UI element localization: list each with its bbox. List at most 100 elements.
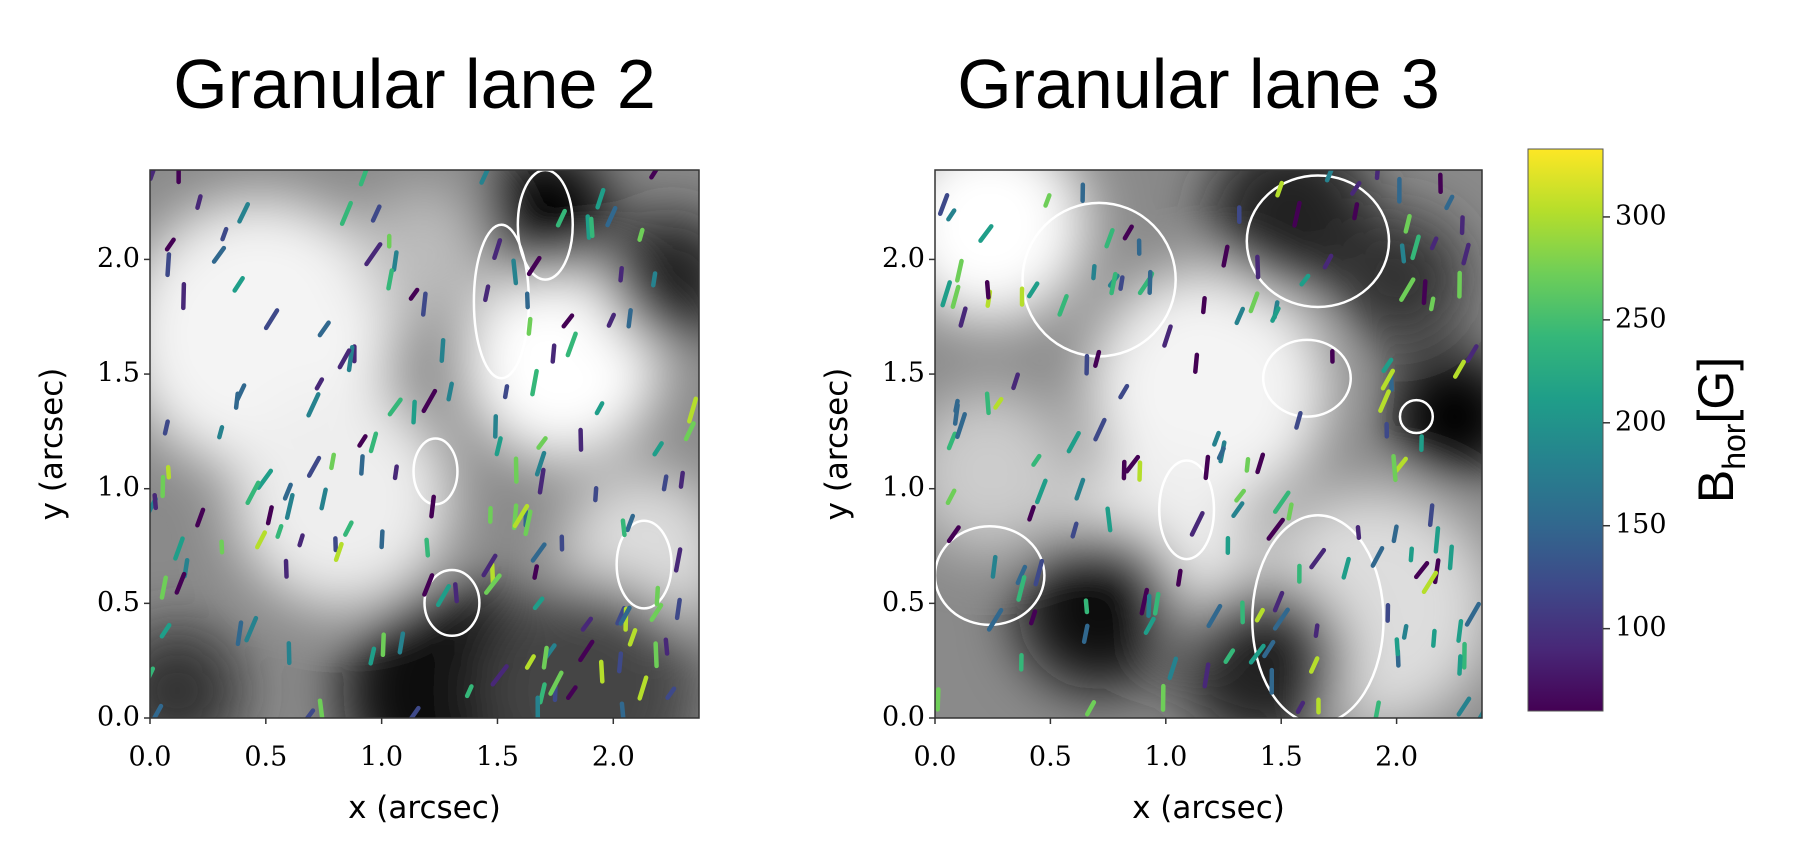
- vector: [553, 346, 554, 362]
- vector: [681, 473, 683, 487]
- vector: [1289, 505, 1292, 519]
- image-blob: [1389, 351, 1520, 482]
- colorbar-tick-label: 100: [1615, 612, 1667, 643]
- vector: [535, 566, 537, 577]
- vector: [591, 219, 592, 236]
- image-blob: [112, 625, 244, 757]
- vector: [588, 216, 589, 237]
- vector: [165, 422, 168, 434]
- vector: [1402, 246, 1404, 262]
- vector: [1178, 571, 1180, 585]
- chart-title: Granular lane 3: [957, 45, 1440, 123]
- colorbar-label-base: B: [1688, 470, 1744, 503]
- vector: [623, 521, 625, 535]
- vector: [987, 394, 989, 413]
- x-axis-label: x (arcsec): [1132, 790, 1285, 826]
- vector: [529, 319, 530, 333]
- vector: [657, 588, 658, 604]
- x-tick-label: 1.0: [1144, 742, 1187, 773]
- vector: [1247, 459, 1248, 470]
- image-blob: [232, 389, 452, 609]
- vector: [383, 635, 384, 655]
- vector: [1086, 601, 1087, 612]
- image-layer: [891, 126, 1520, 745]
- x-tick-label: 0.0: [914, 742, 957, 773]
- image-blob: [1334, 214, 1465, 345]
- vector: [1121, 277, 1123, 288]
- vector: [1093, 266, 1094, 278]
- vector: [197, 196, 200, 207]
- colorbar-label-unit: [G]: [1688, 357, 1744, 424]
- x-tick-label: 1.5: [476, 742, 519, 773]
- vector: [656, 644, 657, 666]
- vector: [1404, 626, 1406, 637]
- vector: [619, 654, 621, 672]
- chart-title: Granular lane 2: [173, 45, 656, 123]
- vector: [666, 640, 667, 654]
- x-tick-label: 1.5: [1260, 742, 1303, 773]
- vector: [601, 662, 602, 682]
- vector: [238, 623, 241, 644]
- vector: [1459, 621, 1461, 640]
- vector: [395, 467, 397, 478]
- vector: [1433, 631, 1434, 646]
- vector: [155, 495, 156, 508]
- vector: [492, 564, 493, 582]
- y-tick-label: 1.5: [97, 358, 140, 389]
- vector: [423, 294, 425, 315]
- x-axis-label: x (arcsec): [348, 790, 501, 826]
- colorbar-tick-label: 300: [1615, 200, 1667, 231]
- vector: [938, 689, 939, 709]
- x-tick-label: 2.0: [592, 742, 635, 773]
- y-tick-label: 0.5: [97, 587, 140, 618]
- vector: [1155, 594, 1158, 613]
- figure: Granular lane 2 0.0 0.5 1.0 1.5 2.0 0.0 0.5 1.0 1…: [0, 0, 1814, 855]
- vector: [219, 427, 222, 437]
- vector: [183, 284, 184, 308]
- vector: [1424, 281, 1425, 302]
- x-tick-label: 2.0: [1375, 742, 1418, 773]
- vector: [987, 282, 988, 297]
- vector: [640, 230, 643, 240]
- vector: [485, 287, 488, 300]
- image-blob: [606, 214, 738, 346]
- vector: [622, 704, 624, 725]
- vector: [1354, 204, 1357, 218]
- colorbar-tick-label: 200: [1615, 406, 1667, 437]
- vector: [1430, 505, 1432, 524]
- vector: [544, 648, 547, 667]
- y-tick-label: 1.0: [97, 472, 140, 503]
- vector: [595, 488, 596, 500]
- vector: [1257, 257, 1258, 277]
- vector: [1195, 355, 1197, 372]
- vector: [677, 600, 680, 618]
- x-tick-label: 0.5: [1029, 742, 1072, 773]
- vector: [621, 268, 622, 280]
- colorbar: [1528, 149, 1603, 711]
- colorbar-label: Bhor[G]: [1688, 357, 1752, 503]
- image-blob: [1181, 581, 1345, 745]
- vector: [1149, 596, 1150, 616]
- image-layer: [112, 148, 738, 800]
- vector: [1436, 528, 1438, 551]
- vector: [956, 401, 958, 411]
- x-tick-label: 0.0: [129, 742, 172, 773]
- vector: [1394, 527, 1397, 541]
- vector: [1108, 509, 1111, 530]
- y-tick-label: 0.0: [882, 702, 925, 733]
- vector: [449, 384, 452, 399]
- vector: [664, 477, 666, 490]
- y-tick-label: 1.5: [882, 358, 925, 389]
- vector: [286, 561, 287, 577]
- vector: [394, 252, 396, 269]
- vector: [1358, 527, 1359, 537]
- vector: [431, 497, 433, 516]
- vector: [1206, 457, 1208, 478]
- vector: [382, 531, 383, 547]
- vector: [514, 261, 516, 283]
- y-tick-label: 2.0: [882, 243, 925, 274]
- vector: [1397, 639, 1398, 654]
- y-axis-label: y (arcsec): [34, 368, 70, 521]
- vector: [629, 310, 631, 326]
- vector: [300, 536, 303, 546]
